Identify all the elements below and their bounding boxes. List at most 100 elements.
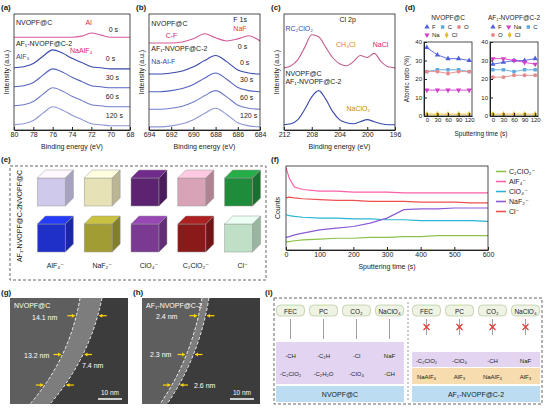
x-axis-title: Sputtering time (s): [454, 130, 507, 138]
sei-species: -ClO₄: [452, 358, 467, 364]
x-tick-label: 90: [522, 117, 529, 123]
x-tick-label: 0: [285, 251, 289, 258]
reaction-arrow: [323, 319, 324, 339]
annotation: NVOPF@C: [16, 19, 52, 26]
plot-area: [284, 35, 395, 125]
plot-frame: [14, 14, 130, 130]
x-tick: 80: [11, 127, 19, 138]
y-tick-mark: [424, 98, 427, 99]
marker: [446, 68, 449, 71]
spectrum-line: [14, 107, 130, 126]
legend-label: NaF₂⁻: [509, 198, 529, 205]
x-tick: 200: [348, 247, 360, 258]
series-line: [286, 197, 488, 203]
cube-side: [253, 216, 261, 252]
ion-label: C₂ClO₂⁻: [183, 262, 210, 269]
annotation: Cl 2p: [340, 16, 356, 24]
x-tick-mark: [395, 127, 396, 130]
annotation: 30 s: [106, 74, 120, 81]
thickness-label: 2.6 nm: [194, 382, 216, 389]
marker: [502, 68, 505, 71]
x-tick: 196: [390, 127, 402, 138]
sei-layer: [276, 342, 404, 384]
annotation: 0 s: [106, 55, 116, 62]
marker: [467, 70, 470, 73]
y-tick: 0: [485, 113, 493, 119]
annotation: Na-Al-F: [151, 58, 175, 65]
cube: [37, 216, 73, 252]
scale-bar: [230, 398, 254, 400]
x-tick: 0: [426, 113, 430, 123]
tem-background: [142, 298, 260, 404]
cube: [37, 170, 73, 206]
arrow: [67, 314, 75, 318]
x-tick-label: 400: [415, 251, 427, 258]
panel-label: (a): [1, 3, 11, 12]
legend-entry: ClO₄⁻: [496, 188, 528, 195]
x-tick-label: 90: [456, 117, 463, 123]
panel: 694692690688686684NVOPF@CF 1sC-FNaF0 sAF…: [136, 3, 266, 151]
legend-entry: O: [491, 32, 503, 38]
annotation: 120 s: [106, 112, 124, 119]
arrow: [163, 383, 171, 387]
sei-species: -C₂ClO₂: [416, 358, 438, 364]
annotation: AF₁-NVOPF@C-2: [151, 45, 207, 52]
x-axis-title: Binding energy (eV): [174, 143, 236, 151]
y-tick-label: 10: [481, 95, 488, 101]
marker: [512, 73, 516, 77]
cube-front: [225, 224, 253, 252]
reaction-arrow: [356, 319, 357, 339]
molecule-label: FEC: [284, 308, 297, 315]
arrow: [178, 353, 186, 357]
y-tick: 0: [419, 113, 427, 119]
x-tick-mark: [284, 127, 285, 130]
y-tick-mark: [490, 61, 493, 62]
arrow-head: [66, 383, 69, 387]
x-tick: 212: [279, 127, 291, 138]
arrow: [207, 314, 215, 318]
marker: [446, 111, 450, 116]
marker: [425, 111, 429, 116]
sei-layer: [412, 352, 540, 367]
x-tick-label: 0: [492, 117, 496, 123]
legend-label: Na: [514, 24, 522, 30]
annotation: NaAlF₄: [70, 47, 92, 54]
y-tick-mark: [424, 116, 427, 117]
y-tick-mark: [424, 42, 427, 43]
annotation: NVOPF@C: [285, 70, 321, 77]
x-tick-label: 60: [511, 117, 518, 123]
spectrum-line: [14, 33, 130, 37]
arrow: [36, 383, 44, 387]
x-tick: 30: [435, 113, 442, 123]
marker: [456, 89, 461, 94]
panel-label: (d): [405, 3, 416, 12]
legend-entry: C₂ClO₂⁻: [496, 168, 536, 175]
cube: [225, 216, 261, 252]
annotation: Al: [86, 19, 93, 26]
marker: [523, 73, 527, 77]
arrow: [85, 353, 93, 357]
legend-swatch: [496, 171, 506, 173]
spectrum-line: [284, 35, 395, 68]
legend-label: ClO₄⁻: [509, 188, 528, 195]
marker: [523, 68, 526, 71]
plot-area: [149, 34, 260, 127]
x-tick: 120: [465, 113, 476, 123]
x-tick-label: 30: [435, 117, 442, 123]
legend-symbol: [527, 25, 530, 28]
marker: [512, 111, 516, 116]
arrow-head: [72, 314, 75, 318]
cube-front: [37, 178, 65, 206]
y-tick-mark: [490, 98, 493, 99]
row-title: AF₁-NVOPF@C-2: [16, 206, 23, 262]
marker: [523, 111, 527, 116]
x-tick: 692: [166, 127, 178, 138]
legend-swatch: [496, 211, 506, 213]
x-tick: 68: [127, 127, 135, 138]
legend-swatch: [496, 191, 506, 193]
cube: [131, 216, 167, 252]
marker: [533, 56, 538, 61]
x-tick-label: 694: [144, 131, 156, 138]
x-tick: 400: [415, 247, 427, 258]
annotation: NaClO₂: [346, 105, 370, 112]
